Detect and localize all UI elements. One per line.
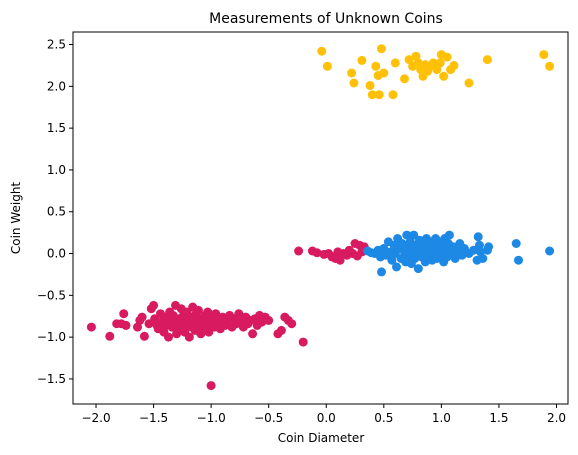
y-tick-label: 2.5 (47, 38, 66, 52)
x-tick-label: 0.0 (317, 411, 336, 425)
scatter-point (194, 305, 203, 315)
x-tick-label: −1.0 (197, 411, 226, 425)
scatter-point (377, 267, 386, 277)
scatter-point (184, 332, 194, 342)
x-tick-label: −1.5 (139, 411, 168, 425)
scatter-point (409, 230, 419, 240)
scatter-point (400, 74, 409, 84)
scatter-point (484, 242, 494, 252)
scatter-point (367, 90, 377, 100)
scatter-point (511, 239, 521, 248)
scatter-point (86, 322, 96, 332)
scatter-point (420, 257, 430, 267)
scatter-point (442, 52, 452, 62)
scatter-point (119, 309, 129, 319)
scatter-point (514, 255, 523, 265)
x-tick-label: −0.5 (254, 411, 283, 425)
scatter-point (298, 337, 308, 347)
scatter-point (357, 55, 367, 65)
x-tick-label: 1.5 (489, 411, 508, 425)
scatter-point (377, 44, 386, 54)
scatter-point (439, 71, 449, 81)
y-axis-label: Coin Weight (9, 182, 23, 255)
scatter-point (545, 61, 555, 71)
scatter-point (545, 246, 555, 256)
scatter-point (464, 78, 474, 88)
y-tick-label: 0.5 (47, 205, 66, 219)
scatter-point (105, 331, 115, 341)
scatter-point (206, 381, 216, 391)
scatter-point (294, 246, 304, 256)
scatter-point (539, 50, 549, 60)
y-tick-label: −0.5 (37, 288, 66, 302)
scatter-point (482, 55, 492, 65)
scatter-point (474, 240, 484, 250)
scatter-point (287, 319, 297, 329)
y-tick-label: 1.0 (47, 163, 66, 177)
scatter-point (139, 331, 149, 341)
y-tick-label: −1.0 (37, 330, 66, 344)
scatter-point (388, 90, 398, 100)
x-tick-label: −2.0 (81, 411, 110, 425)
x-axis-label: Coin Diameter (278, 431, 365, 445)
x-tick-label: 0.5 (374, 411, 393, 425)
scatter-point (473, 232, 483, 242)
scatter-point (276, 325, 286, 335)
y-tick-label: −1.5 (37, 372, 66, 386)
scatter-point (450, 254, 460, 263)
scatter-point (371, 61, 381, 71)
scatter-point (312, 248, 322, 258)
scatter-point (392, 262, 401, 272)
y-tick-label: 2.0 (47, 79, 66, 93)
y-tick-label: 1.5 (47, 121, 66, 135)
scatter-point (435, 58, 445, 68)
scatter-point (211, 309, 221, 319)
y-tick-label: 0.0 (47, 247, 66, 261)
scatter-point (387, 255, 397, 265)
scatter-point (349, 78, 359, 88)
scatter-point (149, 300, 159, 310)
scatter-point (402, 230, 412, 240)
scatter-point (449, 60, 459, 70)
chart-title: Measurements of Unknown Coins (209, 11, 443, 27)
scatter-point (379, 68, 389, 78)
y-axis-ticks: −1.5 −1.0 −0.5 0.0 0.5 1.0 1.5 2.0 2.5 (37, 38, 73, 386)
scatter-point (444, 230, 454, 240)
scatter-point (374, 90, 384, 100)
scatter-marks (86, 44, 555, 391)
scatter-point (164, 332, 173, 342)
x-tick-label: 2.0 (547, 411, 566, 425)
scatter-point (478, 254, 488, 263)
scatter-point (390, 58, 400, 68)
scatter-point (404, 55, 414, 65)
plot-frame (72, 31, 569, 405)
x-tick-label: 1.0 (432, 411, 451, 425)
scatter-point (264, 315, 274, 325)
scatter-point (248, 329, 258, 339)
scatter-point (347, 68, 357, 78)
scatter-point (121, 320, 131, 330)
scatter-point (365, 81, 375, 90)
scatter-point (335, 255, 345, 265)
scatter-point (322, 61, 332, 71)
scatter-point (428, 58, 438, 68)
scatter-point (432, 65, 442, 75)
scatter-point (137, 312, 147, 322)
scatter-point (317, 46, 327, 56)
x-axis-ticks: −2.0 −1.5 −1.0 −0.5 0.0 0.5 1.0 1.5 2.0 (81, 404, 566, 425)
scatter-point (413, 264, 423, 274)
